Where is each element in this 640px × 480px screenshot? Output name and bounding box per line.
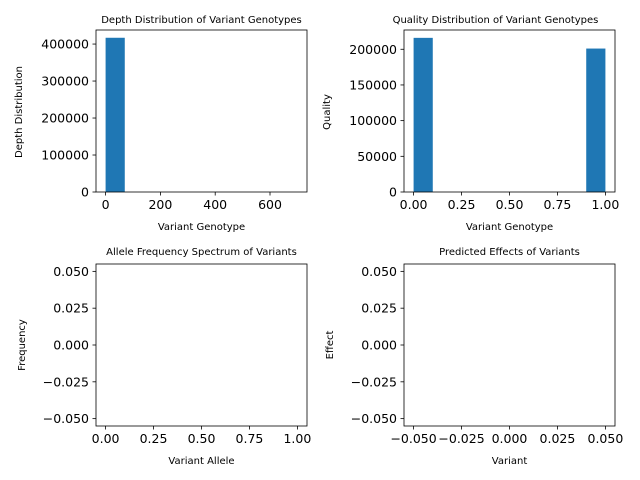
x-tick-label: 600	[258, 197, 282, 212]
x-tick-label: 400	[203, 197, 227, 212]
x-tick-label: 0.25	[140, 431, 168, 446]
chart-title: Allele Frequency Spectrum of Variants	[106, 247, 297, 258]
panel-allele-frequency: Allele Frequency Spectrum of Variants Va…	[17, 247, 311, 467]
x-tick-label: −0.025	[438, 431, 484, 446]
y-tick-label: 0.025	[361, 301, 397, 316]
x-tick-label: 200	[148, 197, 172, 212]
plot-area: −0.050 −0.025 0.000 0.025 0.050−0.050−0.0250…	[351, 263, 624, 446]
y-tick-label: 0	[389, 185, 397, 200]
histogram-bar	[413, 37, 433, 192]
y-tick-label: 0	[81, 185, 89, 200]
x-tick-label: 0.75	[544, 197, 572, 212]
panel-predicted-effects: Predicted Effects of Variants Variant Ef…	[325, 247, 623, 467]
x-axis-label: Variant Allele	[168, 456, 234, 467]
x-axis-label: Variant Genotype	[466, 222, 553, 233]
chart-title: Depth Distribution of Variant Genotypes	[101, 15, 302, 26]
x-tick-label: 0.50	[188, 431, 216, 446]
y-axis-label: Depth Distribution	[14, 66, 25, 158]
x-tick-label: 0	[102, 197, 110, 212]
axes-frame	[95, 29, 308, 193]
y-tick-label: 0.000	[53, 338, 89, 353]
y-tick-label: 100000	[349, 113, 397, 128]
histogram-bar	[105, 37, 125, 193]
x-tick-label: 0.025	[540, 431, 576, 446]
y-tick-label: −0.050	[351, 411, 397, 426]
y-tick-label: 0.050	[53, 264, 89, 279]
x-tick-label: 0.25	[448, 197, 476, 212]
y-tick-label: 200000	[41, 111, 89, 126]
x-axis-label: Variant	[492, 456, 528, 467]
panel-quality-distribution: Quality Distribution of Variant Genotype…	[322, 15, 619, 233]
histogram-bar	[586, 48, 606, 192]
plot-area: 0.00 0.25 0.50 0.75 1.00 0 50000 100000 150000 20…	[349, 29, 619, 212]
y-tick-label: −0.025	[351, 374, 397, 389]
plot-area: 0 200 400 600 0 100000 200000 300000 400000	[41, 29, 308, 212]
y-axis-label: Quality	[322, 94, 333, 130]
y-tick-label: 0.050	[361, 264, 397, 279]
y-tick-label: 0.025	[53, 301, 89, 316]
x-tick-label: 0.50	[496, 197, 524, 212]
x-tick-label: 0.00	[92, 431, 120, 446]
chart-title: Predicted Effects of Variants	[439, 247, 580, 258]
x-tick-label: −0.050	[390, 431, 436, 446]
y-tick-label: 50000	[357, 149, 397, 164]
chart-title: Quality Distribution of Variant Genotype…	[393, 15, 599, 26]
x-tick-label: 0.000	[492, 431, 528, 446]
plot-area: 0.00 0.25 0.50 0.75 1.00 −0.050 −0.025 0.000 0.0…	[43, 263, 311, 446]
y-tick-label: 400000	[41, 37, 89, 52]
x-tick-label: 0.75	[236, 431, 264, 446]
x-tick-label: 1.00	[591, 197, 619, 212]
x-tick-label: 1.00	[283, 431, 311, 446]
y-tick-label: 300000	[41, 74, 89, 89]
y-tick-label: 100000	[41, 148, 89, 163]
y-tick-label: 200000	[349, 42, 397, 57]
y-axis-label: Frequency	[17, 319, 28, 371]
x-tick-label: 0.00	[400, 197, 428, 212]
y-tick-label: 150000	[349, 77, 397, 92]
y-tick-label: 0.000	[361, 338, 397, 353]
y-tick-label: −0.025	[43, 374, 89, 389]
y-axis-label: Effect	[325, 331, 336, 360]
y-tick-label: −0.050	[43, 411, 89, 426]
panel-depth-distribution: Depth Distribution of Variant Genotypes …	[14, 15, 308, 233]
x-axis-label: Variant Genotype	[158, 222, 245, 233]
x-tick-label: 0.050	[588, 431, 624, 446]
